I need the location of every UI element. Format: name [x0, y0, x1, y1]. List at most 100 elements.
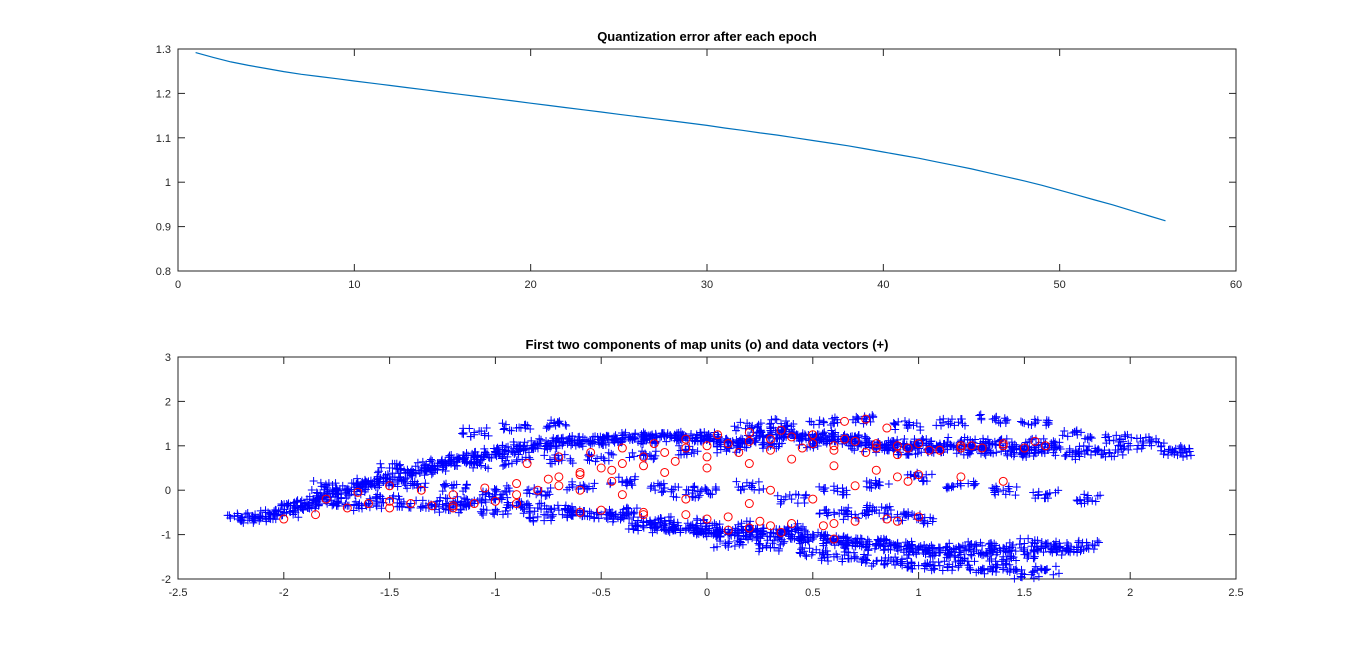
data-vector-point	[362, 477, 371, 486]
data-vector-point	[624, 504, 633, 513]
map-unit-point	[850, 516, 860, 526]
data-vector-point	[1031, 562, 1040, 571]
data-vector-point	[971, 435, 980, 444]
data-vector-point	[875, 478, 884, 487]
map-unit-point	[892, 441, 902, 451]
data-vector-point	[343, 484, 352, 493]
data-vector-point	[362, 501, 371, 510]
data-vector-point	[1016, 572, 1025, 581]
y-tick-label: -1	[161, 530, 171, 542]
data-vector-point	[630, 508, 639, 517]
data-vector-point	[869, 412, 878, 421]
data-vector-point	[992, 541, 1001, 550]
data-vector-point	[564, 435, 573, 444]
map-unit-point	[861, 414, 871, 424]
data-vector-point	[967, 446, 976, 455]
map-unit-point	[734, 447, 744, 457]
data-vector-point	[825, 432, 834, 441]
data-vector-point	[977, 415, 986, 424]
data-vector-point	[943, 482, 952, 491]
data-vector-point	[957, 414, 966, 423]
x-tick-label: 1	[916, 587, 922, 599]
data-vector-point	[373, 490, 382, 499]
y-ticks-top: 0.8 0.9 1 1.1 1.2 1.3	[156, 44, 1236, 278]
data-vector-point	[1159, 439, 1168, 448]
data-vector-point	[918, 477, 927, 486]
data-vector-point	[503, 498, 512, 507]
data-vector-point	[553, 435, 562, 444]
map-unit-point	[385, 481, 395, 491]
data-vector-point	[691, 523, 700, 532]
data-vector-point	[908, 564, 917, 573]
map-unit-point	[808, 494, 818, 504]
data-vector-point	[438, 500, 447, 509]
data-vector-point	[800, 498, 809, 507]
data-vector-point	[562, 421, 571, 430]
data-vector-point	[297, 503, 306, 512]
data-vector-point	[872, 539, 881, 548]
data-vector-point	[767, 528, 776, 537]
data-vector-point	[819, 485, 828, 494]
data-vector-point	[1121, 432, 1130, 441]
data-vector-point	[737, 434, 746, 443]
data-vector-point	[431, 465, 440, 474]
data-vector-point	[537, 499, 546, 508]
data-vector-point	[812, 545, 821, 554]
data-vector-point	[972, 542, 981, 551]
data-vector-point	[947, 547, 956, 556]
data-vector-point	[1068, 428, 1077, 437]
data-vector-point	[355, 504, 364, 513]
data-vector-point	[395, 495, 404, 504]
data-vector-point	[463, 495, 472, 504]
data-vector-point	[450, 480, 459, 489]
data-vector-point	[886, 556, 895, 565]
data-vector-point	[768, 539, 777, 548]
data-vector-point	[844, 536, 853, 545]
data-vector-point	[475, 495, 484, 504]
data-vector-point	[317, 482, 326, 491]
data-vector-point	[939, 414, 948, 423]
y-tick-label: 3	[165, 352, 171, 364]
data-vector-point	[630, 452, 639, 461]
data-vector-point	[382, 477, 391, 486]
data-vector-point	[752, 530, 761, 539]
data-vector-point	[762, 543, 771, 552]
y-tick-label: 1	[165, 177, 171, 189]
data-vector-point	[1034, 487, 1043, 496]
data-vector-point	[842, 486, 851, 495]
data-vector-point	[1080, 499, 1089, 508]
data-vector-point	[611, 510, 620, 519]
data-vector-point	[978, 564, 987, 573]
data-vector-point	[1093, 491, 1102, 500]
map-unit-point	[1030, 436, 1040, 446]
map-unit-point	[522, 459, 532, 469]
data-vector-point	[617, 513, 626, 522]
map-unit-point	[660, 467, 670, 477]
map-unit-point	[977, 443, 987, 453]
data-vector-point	[1170, 448, 1179, 457]
data-vector-point	[865, 507, 874, 516]
data-vector-point	[797, 534, 806, 543]
data-vector-point	[911, 450, 920, 459]
map-unit-point	[871, 443, 881, 453]
data-vector-point	[908, 542, 917, 551]
data-vector-point	[997, 447, 1006, 456]
data-vector-point	[328, 480, 337, 489]
data-vector-point	[377, 463, 386, 472]
map-unit-point	[1019, 443, 1029, 453]
data-vector-point	[507, 447, 516, 456]
data-vector-point	[1118, 450, 1127, 459]
data-vector-point	[999, 561, 1008, 570]
data-vector-point	[465, 424, 474, 433]
data-vector-point	[1003, 566, 1012, 575]
data-vector-point	[513, 455, 522, 464]
data-vector-point	[335, 486, 344, 495]
data-vector-point	[919, 549, 928, 558]
data-vector-point	[1052, 545, 1061, 554]
y-tick-label: 1.2	[156, 88, 171, 100]
data-vector-point	[1051, 451, 1060, 460]
data-vector-point	[425, 457, 434, 466]
data-vector-point	[1012, 483, 1021, 492]
data-vector-point	[726, 528, 735, 537]
data-vector-point	[498, 419, 507, 428]
